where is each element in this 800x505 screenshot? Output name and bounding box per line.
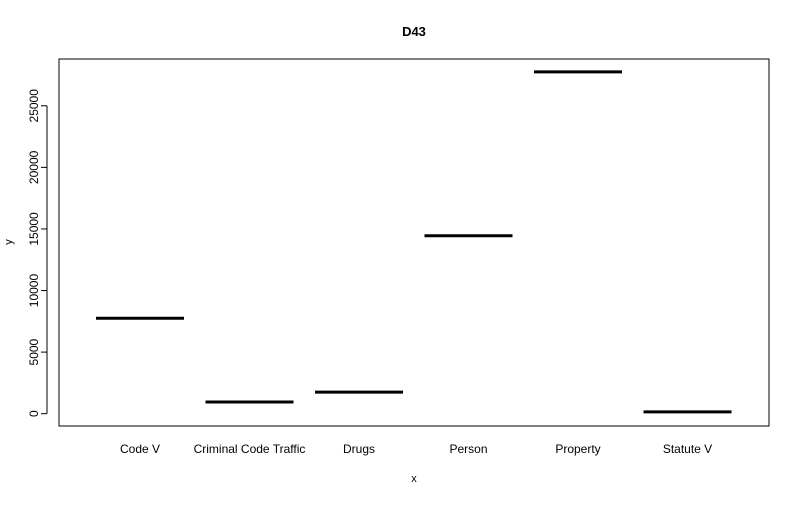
y-axis-label: y	[3, 239, 15, 245]
y-tick-label-1: 5000	[27, 338, 41, 365]
x-axis: Code V Criminal Code Traffic Drugs Person Pr…	[120, 442, 712, 456]
x-tick-label-2: Drugs	[343, 442, 375, 456]
y-tick-label-4: 20000	[27, 150, 41, 184]
x-axis-label: x	[411, 473, 417, 485]
y-tick-label-2: 10000	[27, 274, 41, 308]
y-tick-label-3: 15000	[27, 212, 41, 246]
x-tick-label-0: Code V	[120, 442, 160, 456]
y-axis: 0 5000 10000 15000 20000 25000	[27, 89, 48, 417]
plot-frame	[58, 58, 770, 427]
y-tick-label-5: 25000	[27, 89, 41, 123]
x-tick-label-1: Criminal Code Traffic	[194, 442, 306, 456]
x-tick-label-3: Person	[449, 442, 487, 456]
x-tick-label-4: Property	[555, 442, 600, 456]
x-tick-label-5: Statute V	[663, 442, 712, 456]
chart-title: D43	[402, 24, 426, 39]
data-marks	[96, 70, 732, 414]
y-tick-label-0: 0	[27, 410, 41, 417]
